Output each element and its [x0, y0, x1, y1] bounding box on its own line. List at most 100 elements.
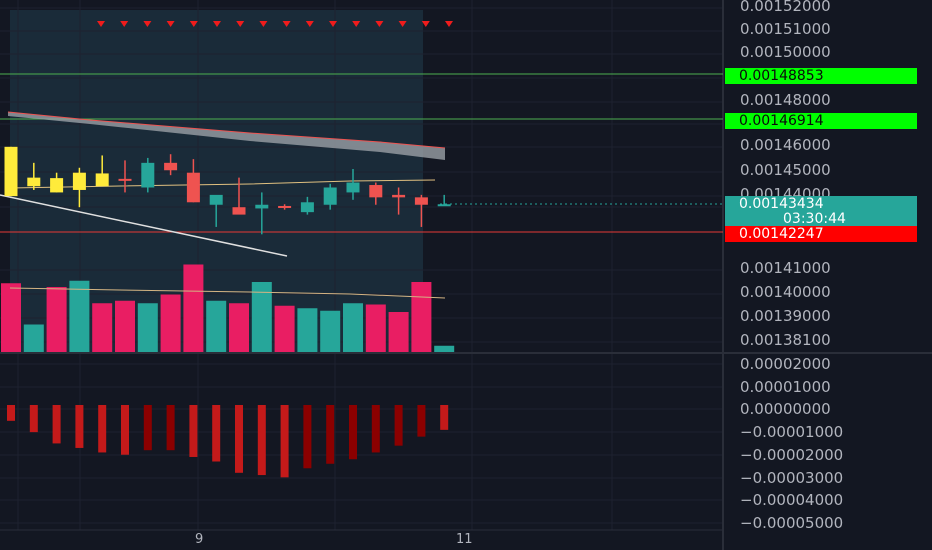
- oscillator-bar: [143, 405, 152, 451]
- volume-bar: [206, 300, 227, 352]
- signal-marker: [421, 21, 430, 27]
- signal-marker: [352, 21, 361, 27]
- price-axis-label: 0.00140000: [740, 283, 831, 301]
- oscillator-bar: [371, 405, 380, 453]
- volume-bar: [434, 345, 455, 352]
- time-axis-label: 11: [456, 532, 473, 547]
- last-price-tag: 0.00143434: [725, 196, 917, 212]
- oscillator-bar: [7, 405, 15, 421]
- volume-bar: [297, 308, 318, 352]
- signal-marker: [189, 21, 198, 27]
- price-axis-label: 0.00151000: [740, 20, 831, 38]
- candle-body: [346, 182, 360, 193]
- ma-cloud: [8, 112, 445, 160]
- price-axis-label: 0.00146000: [740, 136, 831, 154]
- oscillator-bar: [212, 405, 221, 462]
- volume-bar: [69, 280, 90, 352]
- candle-body: [414, 197, 428, 205]
- oscillator-axis-label: −0.00004000: [740, 491, 844, 509]
- oscillator-bar: [235, 405, 243, 473]
- green-bottom-tag: 0.00146914: [725, 113, 917, 129]
- volume-bar: [183, 264, 204, 352]
- oscillator-bar: [303, 405, 312, 469]
- volume-bar: [23, 324, 44, 352]
- signal-marker: [329, 21, 337, 27]
- volume-bar: [46, 287, 67, 352]
- candle-body: [95, 173, 109, 187]
- oscillator-bar: [440, 405, 449, 430]
- signal-marker: [120, 21, 129, 27]
- oscillator-bar: [98, 405, 107, 453]
- price-axis-label: 0.00141000: [740, 259, 831, 277]
- volume-bar: [92, 303, 113, 352]
- green-top-tag: 0.00148853: [725, 68, 917, 84]
- candle-body: [323, 187, 337, 205]
- volume-bar: [411, 282, 432, 352]
- signal-marker: [143, 21, 152, 27]
- oscillator-axis-label: 0.00002000: [740, 355, 831, 373]
- candle-body: [255, 204, 269, 209]
- ma-cloud-edge: [7, 111, 446, 149]
- oscillator-bar: [280, 405, 289, 478]
- candle-body: [118, 178, 132, 181]
- signal-marker: [259, 21, 268, 27]
- oscillator-bar: [75, 405, 84, 448]
- candle-body: [186, 172, 200, 203]
- volume-bar: [251, 282, 272, 352]
- volume-bar: [274, 305, 295, 352]
- volume-ma-line: [9, 287, 446, 299]
- oscillator-bar: [189, 405, 198, 457]
- oscillator-bar: [52, 405, 61, 444]
- price-axis-label: 0.00150000: [740, 43, 831, 61]
- candle-body: [4, 146, 18, 197]
- oscillator-axis-label: −0.00003000: [740, 469, 844, 487]
- candle-body: [278, 205, 292, 208]
- signal-marker: [97, 21, 105, 27]
- signal-marker: [166, 21, 175, 27]
- price-axis-label: 0.00152000: [740, 0, 831, 15]
- signal-marker: [236, 21, 245, 27]
- candle-body: [300, 202, 314, 213]
- trend-line: [0, 194, 288, 257]
- oscillator-axis-label: −0.00002000: [740, 446, 844, 464]
- volume-bar: [320, 310, 341, 352]
- oscillator-axis-label: −0.00001000: [740, 423, 844, 441]
- red-level-tag: 0.00142247: [725, 226, 917, 242]
- candle-body: [392, 194, 406, 198]
- signal-marker: [213, 21, 221, 27]
- volume-bar: [137, 303, 158, 352]
- volume-bar: [1, 283, 21, 352]
- price-axis-label: 0.00139000: [740, 307, 831, 325]
- volume-bar: [115, 300, 135, 352]
- candle-body: [369, 185, 383, 198]
- signal-marker: [445, 21, 453, 27]
- oscillator-bar: [349, 405, 357, 460]
- volume-bar: [229, 303, 249, 352]
- candle-body: [209, 194, 223, 205]
- volume-bar: [160, 294, 181, 352]
- volume-bar: [388, 312, 409, 352]
- price-axis-label: 0.00148000: [740, 91, 831, 109]
- signal-marker: [305, 21, 314, 27]
- candle-body: [27, 177, 41, 187]
- oscillator-axis-label: −0.00005000: [740, 514, 844, 532]
- countdown-tag: 03:30:44: [725, 211, 917, 227]
- time-axis-label: 9: [195, 532, 204, 547]
- oscillator-bar: [29, 405, 38, 433]
- candle-body: [164, 162, 178, 171]
- signal-marker: [282, 21, 291, 27]
- candle-body: [141, 162, 155, 188]
- oscillator-bar: [257, 405, 266, 476]
- signal-marker: [398, 21, 407, 27]
- oscillator-axis-label: 0.00001000: [740, 378, 831, 396]
- candle-body: [232, 207, 246, 215]
- price-axis-label: 0.00138100: [740, 331, 831, 349]
- oscillator-bar: [166, 405, 175, 451]
- volume-bar: [343, 303, 363, 352]
- candle-body: [50, 178, 64, 193]
- signal-marker: [375, 21, 384, 27]
- volume-bar: [365, 304, 386, 352]
- candle-body: [72, 172, 86, 190]
